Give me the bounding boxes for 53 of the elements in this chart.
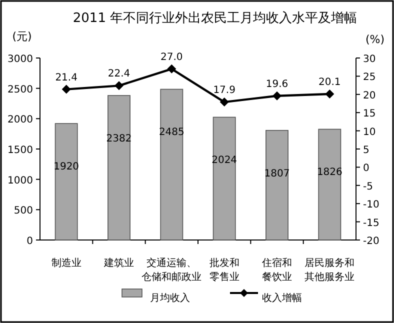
- legend-label: 收入增幅: [262, 292, 302, 304]
- data-label: 27.0: [160, 52, 183, 63]
- y-tick-label: 1000: [8, 175, 33, 186]
- y2-tick-label: 15: [363, 108, 376, 120]
- y-tick-label: 3000: [8, 54, 33, 65]
- x-tick-label: 制造业: [51, 257, 82, 269]
- bar: [54, 123, 78, 240]
- y2-tick-label: 10: [363, 126, 376, 138]
- x-tick-label: 居民服务和其他服务业: [304, 257, 355, 283]
- y2-axis-title: (%): [365, 33, 385, 46]
- bar: [318, 128, 342, 240]
- data-label: 19.6: [266, 78, 288, 90]
- y2-tick-label: -20: [363, 236, 380, 247]
- data-label: 2024: [212, 155, 238, 166]
- y-tick-label: 2000: [8, 114, 33, 126]
- bar: [160, 88, 184, 240]
- y-tick-label: 2500: [8, 84, 33, 96]
- data-label: 2485: [158, 127, 184, 138]
- data-label: 1807: [264, 168, 290, 180]
- y2-tick-label: 30: [363, 54, 376, 65]
- data-label: 20.1: [318, 77, 341, 88]
- y-tick-label: 1500: [8, 145, 33, 156]
- bar: [108, 95, 130, 240]
- y2-tick-label: -10: [363, 200, 380, 211]
- y2-tick-label: 20: [363, 90, 376, 102]
- y2-tick-label: -15: [363, 218, 380, 229]
- x-tick-label: 建筑业: [103, 257, 134, 269]
- legend-label: 月均收入: [150, 292, 190, 304]
- x-tick-label: 住宿和餐饮业: [262, 257, 292, 283]
- y-tick-label: 0: [26, 236, 33, 247]
- bar: [212, 116, 236, 240]
- data-label: 1920: [54, 162, 80, 173]
- point: [220, 98, 229, 107]
- data-label: 17.9: [213, 85, 236, 96]
- point: [272, 91, 282, 100]
- point: [167, 64, 176, 74]
- point: [62, 84, 71, 94]
- y-axis-title: (元): [12, 30, 32, 43]
- y2-tick-label: 5: [363, 145, 370, 156]
- point: [114, 81, 124, 90]
- y-tick-label: 500: [14, 206, 33, 217]
- bar: [266, 130, 288, 240]
- y2-tick-label: 25: [363, 72, 376, 84]
- data-label: 21.4: [55, 72, 78, 84]
- data-label: 1826: [316, 167, 342, 178]
- y2-tick-label: 0: [363, 163, 370, 174]
- x-tick-label: 批发和零售业: [209, 257, 240, 283]
- x-tick-label: 交通运输、仓储和邮政业: [142, 257, 202, 283]
- chart-title: 2011 年不同行业外出农民工月均收入水平及增幅: [72, 11, 358, 26]
- point: [325, 90, 334, 99]
- data-label: 22.4: [108, 68, 130, 80]
- data-label: 2382: [106, 133, 132, 144]
- y2-tick-label: -5: [363, 181, 373, 192]
